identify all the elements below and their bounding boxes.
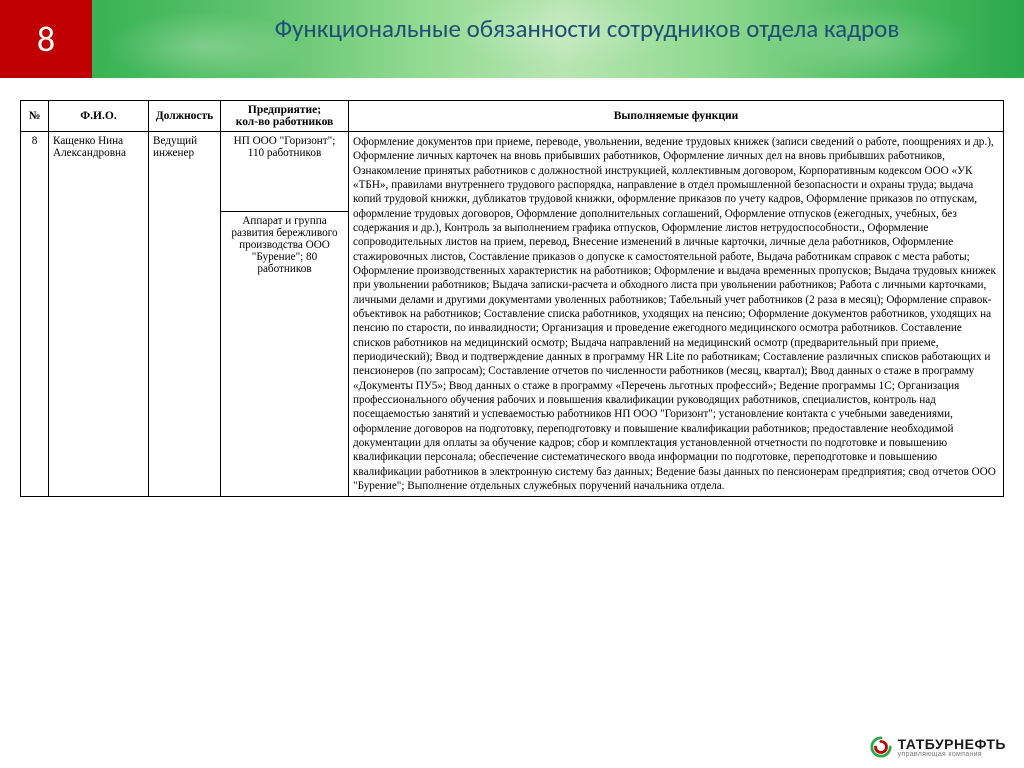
logo-brand: ТАТБУРНЕФТЬ — [898, 736, 1006, 752]
col-header-functions: Выполняемые функции — [349, 101, 1004, 132]
slide-title: Функциональные обязанности сотрудников о… — [180, 14, 994, 44]
col-header-num: № — [21, 101, 49, 132]
col-header-fio: Ф.И.О. — [49, 101, 149, 132]
duties-table: № Ф.И.О. Должность Предприятие; Выполняе… — [20, 100, 1004, 497]
logo-text-block: ТАТБУРНЕФТЬ управляющая компания — [898, 736, 1006, 758]
logo-icon — [870, 736, 892, 758]
table-container: № Ф.И.О. Должность Предприятие; Выполняе… — [20, 100, 1004, 497]
cell-position: Ведущий инженер — [149, 132, 221, 497]
cell-enterprise-2: Аппарат и группа развития бережливого пр… — [221, 212, 349, 497]
slide-number-box: 8 — [0, 0, 92, 78]
cell-fio: Кащенко Нина Александровна — [49, 132, 149, 497]
slide-number: 8 — [37, 17, 55, 61]
table-body: 8 Кащенко Нина Александровна Ведущий инж… — [21, 132, 1004, 497]
table-header-row: № Ф.И.О. Должность Предприятие; Выполняе… — [21, 101, 1004, 117]
cell-enterprise-1: НП ООО "Горизонт"; 110 работников — [221, 132, 349, 212]
col-header-position: Должность — [149, 101, 221, 132]
col-header-enterprise-sub: кол-во работников — [221, 116, 349, 132]
table-row: 8 Кащенко Нина Александровна Ведущий инж… — [21, 132, 1004, 212]
company-logo: ТАТБУРНЕФТЬ управляющая компания — [870, 736, 1006, 758]
logo-subtitle: управляющая компания — [898, 751, 1006, 758]
cell-num: 8 — [21, 132, 49, 497]
col-header-enterprise-line1: Предприятие; — [248, 104, 321, 116]
col-header-enterprise: Предприятие; — [221, 101, 349, 117]
slide: 8 Функциональные обязанности сотрудников… — [0, 0, 1024, 768]
cell-functions: Оформление документов при приеме, перево… — [349, 132, 1004, 497]
header-band: 8 Функциональные обязанности сотрудников… — [0, 0, 1024, 78]
table-header: № Ф.И.О. Должность Предприятие; Выполняе… — [21, 101, 1004, 132]
